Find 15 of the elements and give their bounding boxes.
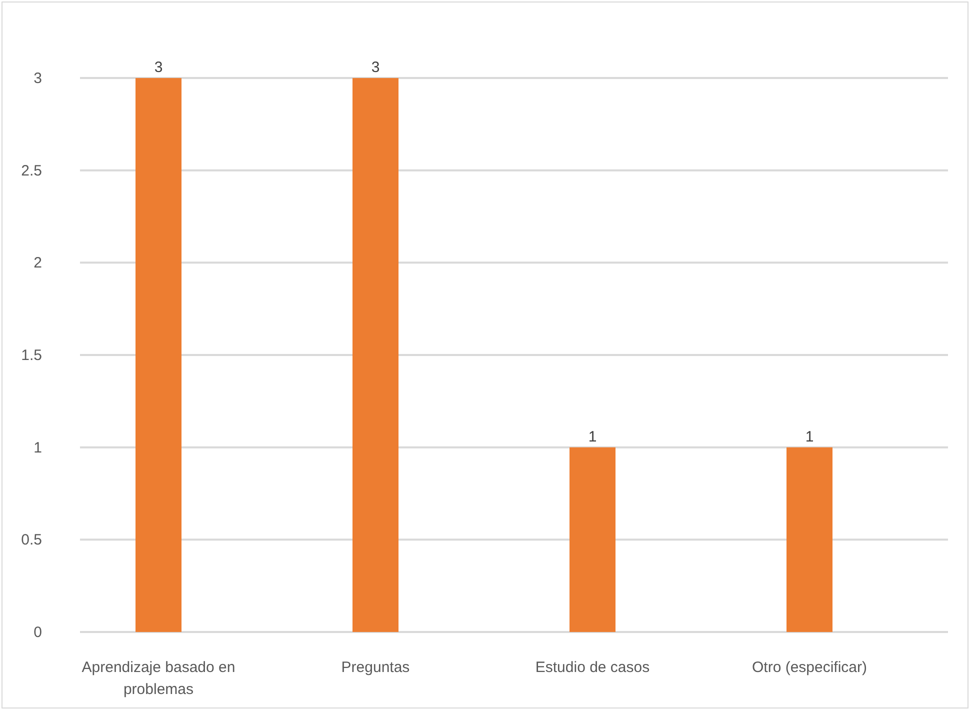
x-tick-label: Otro (especificar)	[752, 659, 868, 676]
y-tick-label: 3	[34, 70, 42, 87]
data-label: 3	[154, 59, 163, 76]
data-label: 3	[371, 59, 380, 76]
x-tick-label: Estudio de casos	[535, 659, 650, 676]
data-label: 1	[588, 428, 597, 446]
y-tick-label: 0	[34, 624, 42, 641]
x-tick-label: Aprendizaje basado en problemas	[82, 659, 236, 698]
data-label: 1	[805, 428, 814, 446]
y-tick-label: 0.5	[21, 532, 42, 549]
y-tick-label: 2.5	[21, 162, 42, 180]
y-tick-label: 1.5	[21, 347, 42, 364]
y-tick-label: 1	[34, 439, 42, 456]
x-tick-label: Preguntas	[341, 659, 410, 676]
y-tick-label: 2	[34, 254, 42, 272]
